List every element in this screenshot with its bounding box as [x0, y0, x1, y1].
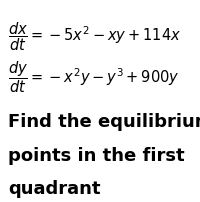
Text: $\dfrac{dy}{dt} = -x^2y - y^3 + 900y$: $\dfrac{dy}{dt} = -x^2y - y^3 + 900y$ [8, 59, 180, 95]
Text: quadrant: quadrant [8, 179, 101, 197]
Text: $\dfrac{dx}{dt} = -5x^2 - xy + 114x$: $\dfrac{dx}{dt} = -5x^2 - xy + 114x$ [8, 20, 181, 53]
Text: points in the first: points in the first [8, 147, 185, 164]
Text: Find the equilibrium: Find the equilibrium [8, 112, 200, 130]
